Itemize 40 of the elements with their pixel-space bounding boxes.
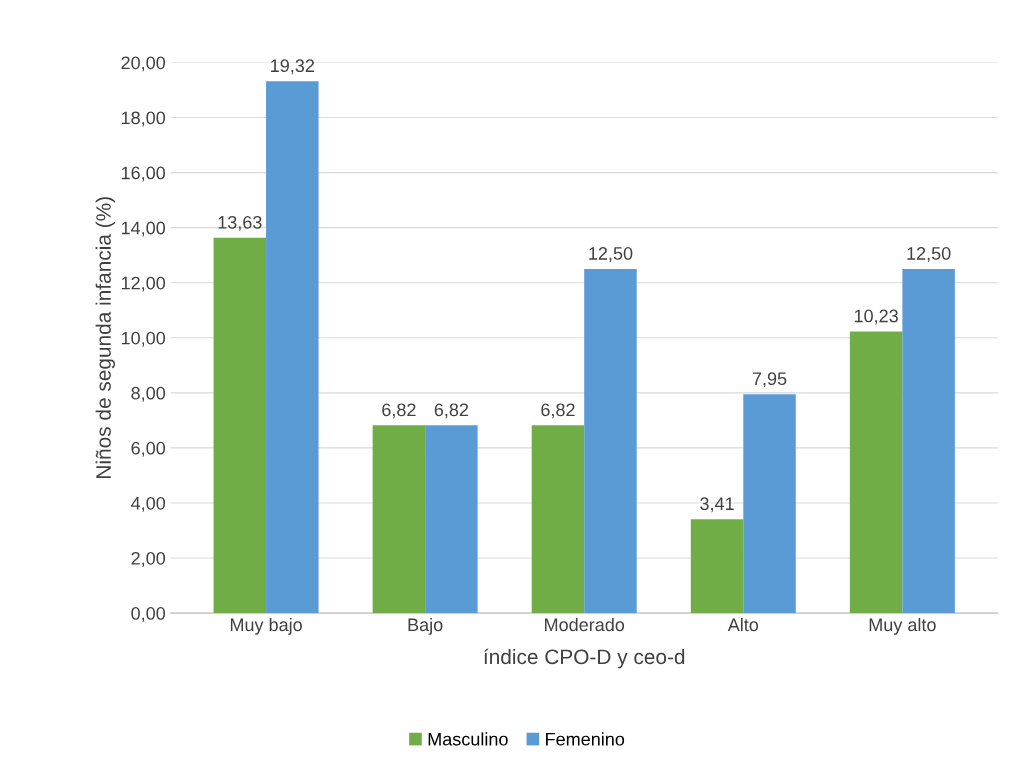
y-tick-label: 16,00 bbox=[121, 166, 166, 182]
y-axis-title: Niños de segunda infancia (%) bbox=[95, 197, 116, 478]
y-tick-label: 4,00 bbox=[131, 496, 166, 512]
bar bbox=[425, 425, 478, 614]
bar bbox=[213, 237, 267, 614]
x-tick-label: Muy alto bbox=[869, 617, 936, 635]
y-tick-label: 6,00 bbox=[131, 441, 166, 457]
y-tick-label: 14,00 bbox=[121, 221, 166, 237]
bar bbox=[266, 81, 319, 614]
data-label: 3,41 bbox=[700, 497, 734, 513]
x-tick-label: Moderado bbox=[545, 617, 625, 632]
data-label: 19,32 bbox=[271, 59, 314, 75]
y-tick-label: 0,00 bbox=[131, 607, 166, 622]
y-tick-label: 8,00 bbox=[131, 386, 166, 402]
y-tick-label: 18,00 bbox=[121, 111, 166, 127]
bar bbox=[743, 394, 796, 614]
y-tick-label: 10,00 bbox=[121, 331, 166, 347]
data-label: 13,63 bbox=[218, 215, 262, 231]
bar bbox=[531, 425, 585, 614]
data-label: 12,50 bbox=[907, 247, 951, 262]
y-tick-label: 12,00 bbox=[121, 276, 166, 292]
data-label: 6,82 bbox=[541, 403, 575, 419]
bar bbox=[584, 268, 637, 614]
bar bbox=[690, 519, 744, 614]
legend-label: Femenino bbox=[546, 732, 625, 746]
y-tick-label: 20,00 bbox=[121, 56, 166, 72]
data-label: 6,82 bbox=[434, 403, 469, 419]
data-label: 6,82 bbox=[382, 403, 416, 419]
data-label: 10,23 bbox=[854, 309, 898, 325]
x-tick-label: Muy bajo bbox=[230, 617, 302, 635]
data-label: 7,95 bbox=[752, 372, 787, 388]
bar bbox=[902, 268, 955, 614]
x-axis-title: índice CPO-D y ceo-d bbox=[484, 648, 685, 669]
bar bbox=[372, 425, 426, 614]
x-tick-label: Alto bbox=[727, 617, 759, 632]
data-label: 12,50 bbox=[589, 247, 633, 262]
y-tick-label: 2,00 bbox=[131, 551, 166, 567]
legend-label: Masculino bbox=[428, 732, 508, 746]
bar bbox=[849, 331, 903, 614]
x-tick-label: Bajo bbox=[408, 617, 443, 635]
